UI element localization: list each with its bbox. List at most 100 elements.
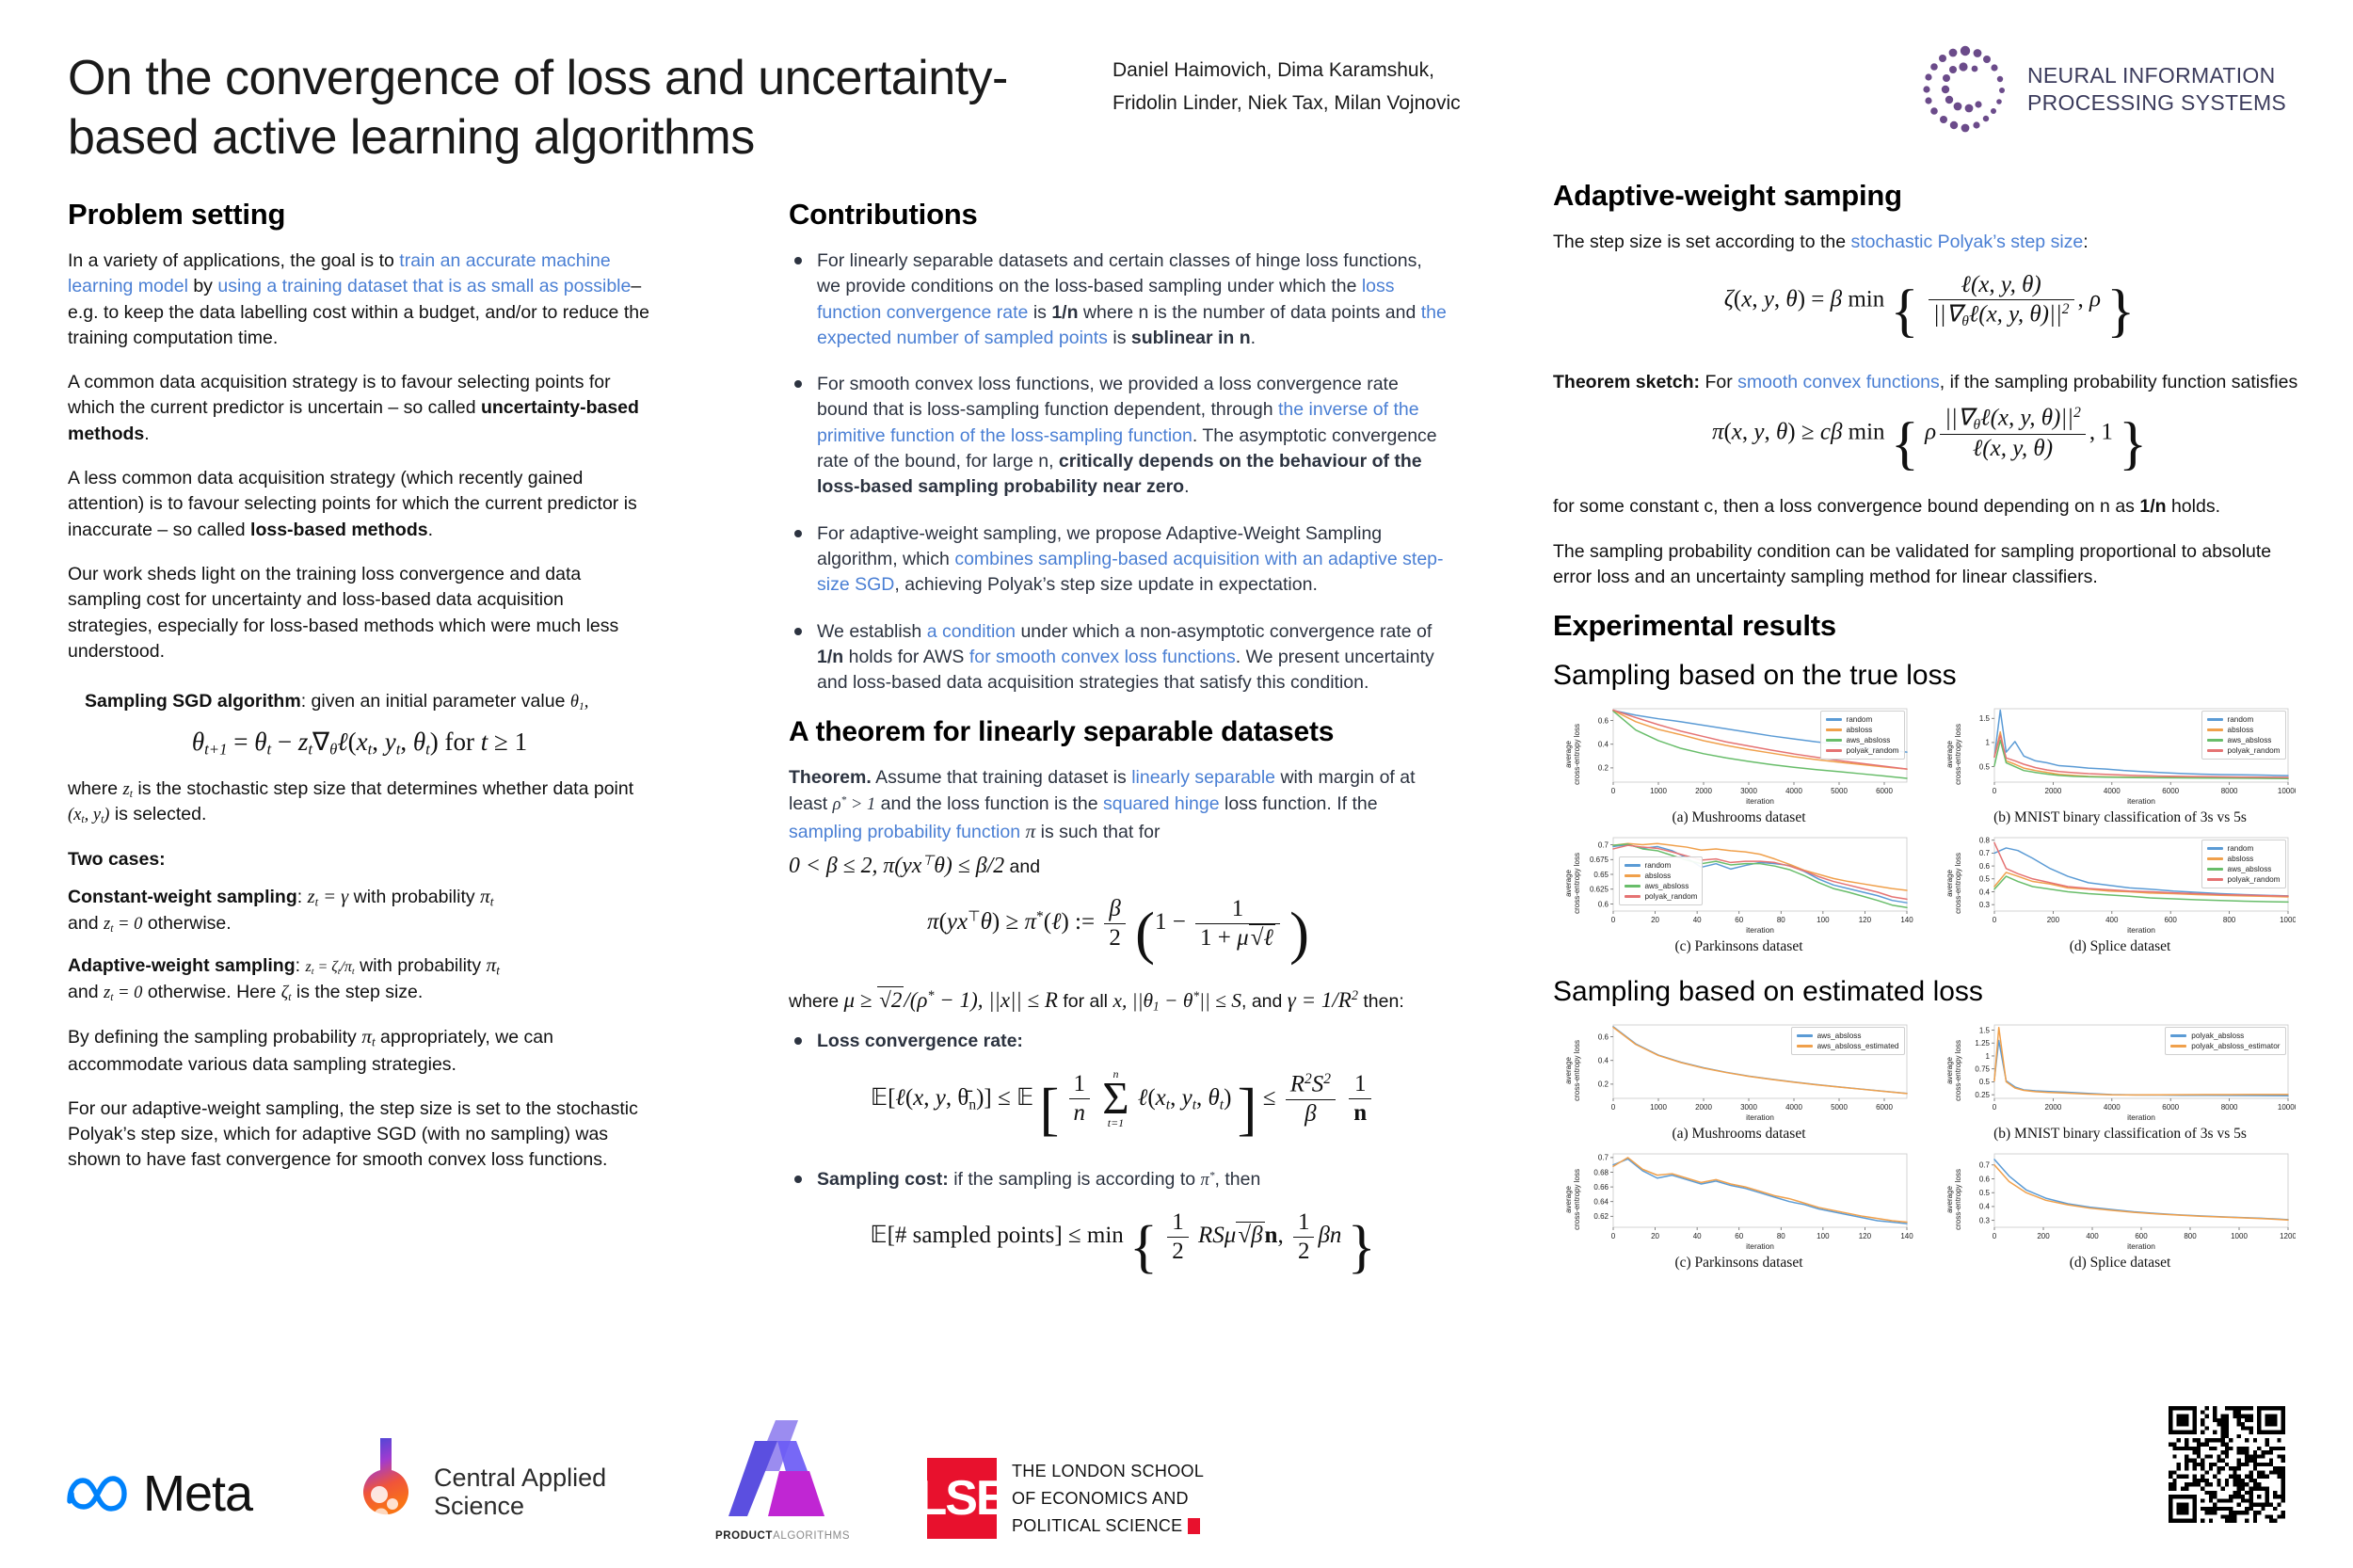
svg-text:0.5: 0.5	[1978, 875, 1990, 884]
b1-c: where n is the number of data points and	[1078, 301, 1421, 323]
legend-item: polyak_random	[2206, 874, 2281, 885]
legend-item: aws_absloss	[2206, 864, 2281, 874]
neurips-mark-icon	[1920, 44, 2010, 135]
svg-text:0.3: 0.3	[1978, 901, 1990, 909]
column-right: Adaptive-weight samping The step size is…	[1553, 179, 2306, 1272]
author-line-2: Fridolin Linder, Niek Tax, Milan Vojnovi…	[1112, 91, 1461, 114]
svg-text:40: 40	[1692, 1232, 1701, 1240]
svg-text:0.6: 0.6	[1978, 862, 1990, 871]
svg-text:0.3: 0.3	[1978, 1217, 1990, 1225]
p3-bold: loss-based methods	[250, 519, 428, 540]
cas-wordmark: Central Applied Science	[434, 1464, 606, 1520]
b3-a: For adaptive-weight sampling, we propose…	[817, 522, 1383, 569]
adaptive-weight-sampling-heading: Adaptive-weight samping	[1553, 179, 1902, 212]
svg-text:100: 100	[1817, 916, 1830, 924]
legend-swatch	[2206, 749, 2223, 752]
svg-text:0.7: 0.7	[1597, 1154, 1609, 1162]
svg-text:1.5: 1.5	[1978, 714, 1990, 723]
svg-text:1: 1	[1985, 739, 1990, 747]
svg-text:0.7: 0.7	[1597, 841, 1609, 850]
b4-link-2: for smooth convex loss functions	[968, 646, 1236, 667]
svg-text:0.4: 0.4	[1978, 1203, 1990, 1211]
svg-text:0.4: 0.4	[1978, 888, 1990, 896]
legend-label: polyak_random	[2227, 875, 2281, 885]
svg-text:0.2: 0.2	[1597, 764, 1609, 773]
constant-weight-case: Constant-weight sampling: zt = γ with pr…	[68, 885, 494, 936]
legend-swatch	[2206, 728, 2223, 731]
legend-label: aws_absloss_estimated	[1817, 1042, 1899, 1051]
chart-legend: aws_absloss aws_absloss_estimated	[1790, 1027, 1905, 1056]
p2-bold: uncertainty-based methods	[68, 397, 639, 444]
legend-item: polyak_absloss_estimator	[2170, 1041, 2281, 1051]
legend-swatch	[1825, 749, 1842, 752]
b2-link: the inverse of the primitive function of…	[817, 399, 1419, 446]
experimental-results-heading: Experimental results	[1553, 609, 1836, 643]
b4-b: under which a non-asymptotic convergence…	[1016, 620, 1433, 642]
where-a: where	[68, 778, 123, 800]
svg-text:2000: 2000	[2044, 1103, 2061, 1112]
svg-text:4000: 4000	[1785, 787, 1802, 795]
theorem-label: Theorem.	[789, 767, 872, 789]
legend-swatch	[1624, 895, 1641, 898]
chart-caption: (a) Mushrooms dataset	[1672, 1126, 1806, 1143]
r-p2-a: for some constant c, then a loss converg…	[1553, 496, 2140, 518]
plot-area: 0 1000 2000 3000 4000 5000 6000 0.2 0.4 0.6 iterat…	[1564, 1017, 1914, 1123]
svg-text:0.4: 0.4	[1597, 1057, 1609, 1065]
svg-text:60: 60	[1735, 1232, 1743, 1240]
svg-text:0: 0	[1610, 787, 1615, 795]
meta-infinity-icon	[67, 1476, 127, 1512]
legend-item: aws_absloss	[1796, 1031, 1899, 1041]
chart-legend: polyak_absloss polyak_absloss_estimator	[2165, 1027, 2286, 1056]
svg-text:iteration: iteration	[1746, 1241, 1774, 1251]
charts-estimated-loss: 0 1000 2000 3000 4000 5000 6000 0.2 0.4 0.6 iterat…	[1553, 1017, 2306, 1272]
legend-item: random	[1624, 860, 1698, 871]
b1-e: .	[1250, 327, 1257, 348]
legend-label: random	[2227, 715, 2254, 725]
legend-label: aws_absloss	[1644, 882, 1689, 891]
estimated-loss-subheading: Sampling based on estimated loss	[1553, 976, 1983, 1008]
author-line-1: Daniel Haimovich, Dima Karamshuk,	[1112, 59, 1434, 81]
b4-d: . We present uncertainty and loss-based …	[817, 646, 1434, 694]
svg-text:0: 0	[1992, 787, 1996, 795]
svg-text:600: 600	[2135, 1232, 2148, 1240]
step-size-paragraph: The step size is set according to the st…	[1553, 230, 2306, 255]
b4-c: holds for AWS	[843, 646, 969, 667]
where-c: is selected.	[109, 804, 207, 825]
legend-swatch	[2206, 739, 2223, 742]
svg-text:800: 800	[2184, 1232, 2197, 1240]
lse-line-3: POLITICAL SCIENCE	[1012, 1512, 1204, 1540]
legend-item: aws_absloss_estimated	[1796, 1041, 1899, 1051]
svg-text:0.6: 0.6	[1597, 900, 1609, 908]
plot-area: 0 20 40 60 80 100 120 140 0.62 0.64 0.66 0.68 0.7 ite…	[1564, 1146, 1914, 1252]
thm-link-3: sampling probability function	[789, 822, 1021, 843]
adapt-e: is the step size.	[296, 981, 424, 1002]
y-axis-label: average cross-entropy loss	[1563, 1168, 1581, 1230]
central-applied-science-logo: Central Applied Science	[353, 1436, 606, 1547]
r-p2-b: holds.	[2166, 496, 2220, 518]
svg-text:iteration: iteration	[1746, 1112, 1774, 1122]
chart-est-loss-splice: 0 200 400 600 800 1000 1200 0.3 0.4 0.5 0.6 0.7 iter…	[1934, 1146, 2306, 1272]
pa-bold-text: PRODUCT	[715, 1530, 774, 1542]
svg-text:140: 140	[1900, 916, 1913, 924]
adapt-b: with probability	[360, 954, 482, 976]
svg-text:0: 0	[1610, 1103, 1615, 1112]
b4-a: We establish	[817, 620, 927, 642]
legend-swatch	[2206, 857, 2223, 860]
svg-text:20: 20	[1651, 1232, 1659, 1240]
theorem-where-clause: where μ ≥ √2/(ρ* − 1), ||x|| ≤ R for all…	[789, 985, 1404, 1014]
const-c: and	[68, 913, 99, 935]
svg-text:80: 80	[1776, 916, 1785, 924]
y-axis-label: average cross-entropy loss	[1563, 723, 1581, 785]
plot-area: 0 1000 2000 3000 4000 5000 6000 0.2 0.4 0.6 iterat…	[1564, 701, 1914, 807]
qr-code[interactable]	[2169, 1406, 2285, 1523]
product-algorithms-logo: PRODUCTALGORITHMS	[715, 1418, 850, 1542]
thm-a: Assume that training dataset is	[871, 767, 1132, 789]
r-thm-b: , if the sampling probability function s…	[1939, 371, 2298, 392]
sampling-probability-paragraph: By defining the sampling probability πt …	[68, 1025, 553, 1075]
svg-text:200: 200	[2037, 1232, 2050, 1240]
zeta-formula: ζ(x, y, θ) = β min { ℓ(x, y, θ) ||∇θℓ(x, …	[1723, 272, 2136, 344]
